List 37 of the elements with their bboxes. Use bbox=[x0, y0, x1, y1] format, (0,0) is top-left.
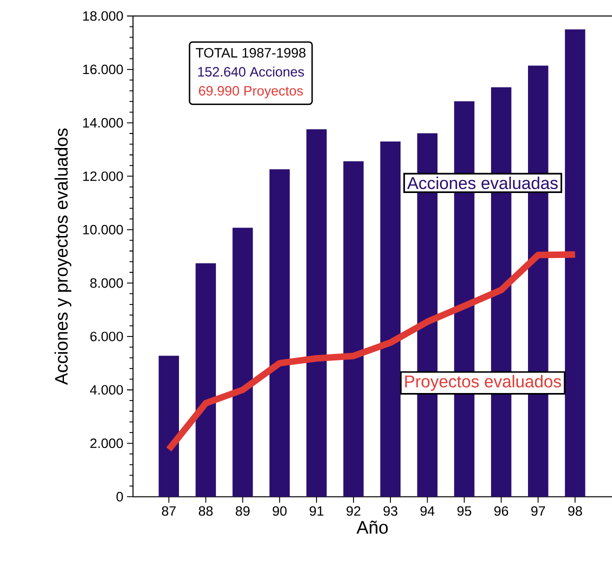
bar bbox=[196, 263, 216, 497]
bar bbox=[269, 169, 290, 497]
x-tick-label: 93 bbox=[384, 506, 398, 516]
bar bbox=[158, 356, 179, 497]
bar bbox=[564, 29, 586, 497]
series-label: Acciones evaluadas bbox=[407, 176, 558, 190]
x-tick-label: 94 bbox=[420, 506, 434, 516]
y-tick-label: 12.000 bbox=[83, 171, 123, 182]
x-tick-label: 89 bbox=[236, 506, 250, 516]
x-tick-label: 97 bbox=[531, 506, 545, 516]
x-tick-label: 96 bbox=[494, 506, 508, 516]
y-tick-label: 10.000 bbox=[83, 224, 123, 234]
text: Proyectos evaluados bbox=[405, 375, 562, 391]
x-tick-label: 95 bbox=[457, 506, 472, 516]
x-tick-label: 90 bbox=[272, 506, 287, 516]
x-tick-label: 91 bbox=[310, 506, 324, 516]
y-tick-label: 16.000 bbox=[83, 64, 123, 74]
x-tick-label: 92 bbox=[346, 506, 360, 516]
x-tick-label: 98 bbox=[568, 506, 582, 516]
y-tick-label: 2.000 bbox=[90, 438, 123, 448]
x-axis-title: Año bbox=[356, 520, 388, 534]
annotation: 152.640 Acciones bbox=[198, 66, 304, 77]
y-tick-label: 18.000 bbox=[83, 11, 123, 21]
y-tick-label: 14.000 bbox=[83, 118, 123, 128]
bar bbox=[306, 129, 327, 497]
y-tick-label: 4.000 bbox=[90, 385, 123, 395]
x-tick-label: 87 bbox=[162, 506, 176, 516]
x-tick-label: 88 bbox=[198, 506, 213, 516]
bar bbox=[343, 161, 364, 497]
bar bbox=[232, 228, 253, 497]
y-tick-label: 6.000 bbox=[90, 332, 123, 342]
annotation: TOTAL 1987-1998 bbox=[196, 48, 306, 58]
y-axis-title: Acciones y proyectos evaluados bbox=[54, 128, 72, 385]
annotation: 69.990 Proyectos bbox=[198, 86, 303, 98]
y-tick-label: 8.000 bbox=[90, 278, 123, 288]
bar bbox=[380, 142, 401, 497]
y-tick-label: 0 bbox=[116, 492, 123, 502]
